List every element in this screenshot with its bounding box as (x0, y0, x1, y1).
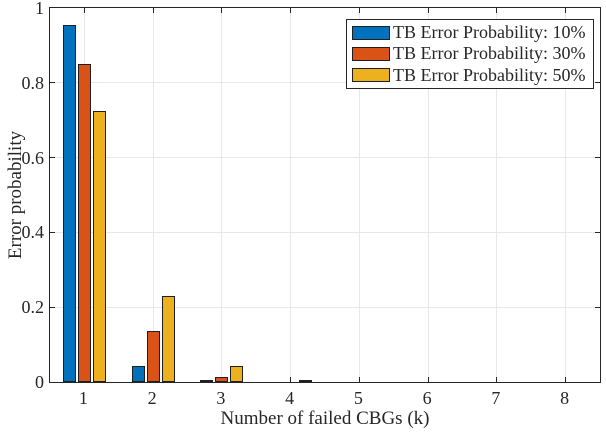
x-tick-labels: 1 2 3 4 5 6 7 8 (49, 388, 601, 410)
legend-label: TB Error Probability: 10% (393, 22, 586, 43)
gridline-horizontal (50, 231, 600, 233)
gridline-horizontal (50, 157, 600, 159)
x-tick-label: 3 (216, 388, 226, 408)
bar (200, 380, 214, 382)
y-tick-mark-left (50, 231, 55, 233)
bar (299, 380, 313, 382)
y-tick-label: 0 (35, 372, 44, 392)
gridline-horizontal (50, 306, 600, 308)
bar (77, 64, 91, 382)
x-axis-label: Number of failed CBGs (k) (220, 408, 430, 429)
gridline-vertical (496, 8, 498, 382)
y-tick-mark-right (595, 306, 600, 308)
y-tick-label: 0.6 (21, 147, 45, 168)
x-tick-label: 7 (491, 388, 501, 408)
x-tick-mark-bottom (565, 377, 567, 382)
x-tick-mark-top (83, 8, 85, 13)
bar (92, 111, 106, 382)
legend-label: TB Error Probability: 30% (393, 43, 586, 64)
bar (62, 25, 76, 382)
x-tick-label: 1 (78, 388, 88, 408)
y-tick-mark-left (50, 82, 55, 84)
x-tick-label: 6 (422, 388, 432, 408)
x-tick-mark-top (221, 8, 223, 13)
x-tick-mark-top (496, 8, 498, 13)
gridline-vertical (427, 8, 429, 382)
x-tick-mark-bottom (358, 377, 360, 382)
x-tick-mark-top (358, 8, 360, 13)
gridline-vertical (290, 8, 292, 382)
legend-swatch-yellow (352, 68, 390, 83)
x-tick-label: 4 (285, 388, 295, 408)
legend-item: TB Error Probability: 30% (352, 43, 593, 64)
legend-swatch-orange (352, 46, 390, 61)
x-tick-mark-top (427, 8, 429, 13)
x-tick-mark-top (565, 8, 567, 13)
x-tick-mark-top (152, 8, 154, 13)
y-tick-mark-left (50, 306, 55, 308)
legend: TB Error Probability: 10% TB Error Proba… (346, 19, 594, 89)
gridline-vertical (358, 8, 360, 382)
x-tick-mark-bottom (427, 377, 429, 382)
y-tick-label: 1 (35, 0, 44, 18)
y-tick-mark-left (50, 157, 55, 159)
gridline-vertical (565, 8, 567, 382)
x-tick-label: 8 (560, 388, 570, 408)
legend-label: TB Error Probability: 50% (393, 64, 586, 85)
y-tick-label: 0.8 (21, 72, 45, 93)
y-tick-mark-right (595, 157, 600, 159)
x-tick-label: 5 (353, 388, 363, 408)
bar (146, 331, 160, 382)
x-tick-mark-bottom (290, 377, 292, 382)
gridline-horizontal (50, 82, 600, 84)
y-tick-label: 0.4 (21, 222, 45, 243)
bar (230, 366, 244, 382)
x-tick-mark-top (290, 8, 292, 13)
y-tick-labels: 0 0.2 0.4 0.6 0.8 1 (0, 0, 45, 392)
bar (131, 366, 145, 382)
x-tick-mark-bottom (496, 377, 498, 382)
bar (161, 296, 175, 382)
legend-item: TB Error Probability: 10% (352, 22, 593, 43)
y-tick-mark-right (595, 231, 600, 233)
y-tick-mark-right (595, 82, 600, 84)
gridline-vertical (221, 8, 223, 382)
gridline-vertical (152, 8, 154, 382)
y-tick-label: 0.2 (21, 297, 45, 318)
legend-item: TB Error Probability: 50% (352, 65, 593, 86)
plot-area: TB Error Probability: 10% TB Error Proba… (49, 7, 601, 383)
bar (215, 377, 229, 382)
x-tick-label: 2 (147, 388, 157, 408)
legend-swatch-blue (352, 25, 390, 40)
